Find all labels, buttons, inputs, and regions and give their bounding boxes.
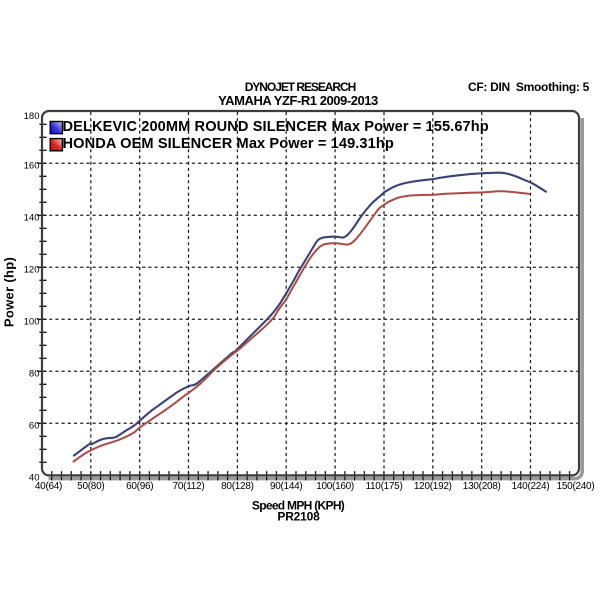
svg-text:60: 60 <box>29 420 40 431</box>
svg-text:70(112): 70(112) <box>173 481 205 492</box>
svg-text:50(80): 50(80) <box>77 481 104 492</box>
svg-text:150(240): 150(240) <box>557 481 595 492</box>
svg-text:120(192): 120(192) <box>414 481 452 492</box>
svg-text:110(175): 110(175) <box>365 481 402 492</box>
svg-text:CF: DIN Smoothing: 5: CF: DIN Smoothing: 5 <box>468 80 590 94</box>
svg-text:HONDA OEM SILENCER Max Power =: HONDA OEM SILENCER Max Power = 149.31hp <box>63 136 394 152</box>
svg-text:120: 120 <box>24 264 40 275</box>
svg-text:40(64): 40(64) <box>35 481 62 492</box>
svg-text:80: 80 <box>29 368 40 379</box>
svg-text:PR2108: PR2108 <box>277 509 320 523</box>
svg-text:YAMAHA YZF-R1 2009-2013: YAMAHA YZF-R1 2009-2013 <box>218 93 378 108</box>
svg-text:60(96): 60(96) <box>126 481 153 492</box>
svg-text:140(224): 140(224) <box>512 481 550 492</box>
svg-text:Power (hp): Power (hp) <box>2 257 17 327</box>
svg-text:100: 100 <box>24 316 40 327</box>
svg-text:160: 160 <box>24 160 40 171</box>
svg-text:90(144): 90(144) <box>270 481 303 492</box>
svg-text:40: 40 <box>29 472 40 483</box>
svg-text:Speed MPH (KPH): Speed MPH (KPH) <box>252 499 345 513</box>
svg-text:100(160): 100(160) <box>316 481 354 492</box>
svg-text:DELKEVIC 200MM ROUND SILENCER: DELKEVIC 200MM ROUND SILENCER Max Power … <box>63 119 489 135</box>
svg-text:DYNOJET RESEARCH: DYNOJET RESEARCH <box>245 80 356 94</box>
svg-text:80(128): 80(128) <box>221 481 254 492</box>
svg-text:140: 140 <box>24 212 40 223</box>
svg-text:180: 180 <box>24 111 40 122</box>
svg-text:130(208): 130(208) <box>463 481 501 492</box>
